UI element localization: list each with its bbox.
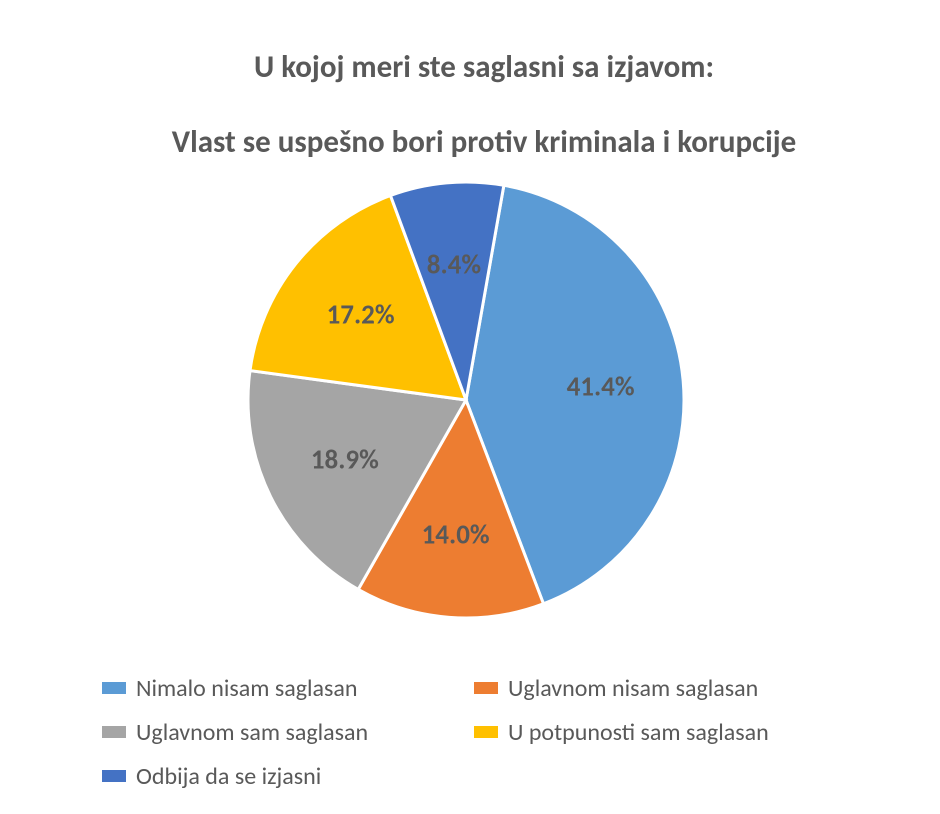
legend-label-s3: Uglavnom sam saglasan <box>136 718 368 747</box>
pie-chart-root: U kojoj meri ste saglasni sa izjavom: Vl… <box>0 0 940 814</box>
data-label-s2: 14.0% <box>422 518 490 551</box>
legend-item-s3: Uglavnom sam saglasan <box>102 710 474 754</box>
legend-label-s5: Odbija da se izjasni <box>136 762 321 791</box>
data-label-s3: 18.9% <box>311 443 379 476</box>
legend-swatch-s5 <box>102 770 126 782</box>
legend-label-s1: Nimalo nisam saglasan <box>136 674 358 703</box>
legend-swatch-s4 <box>474 726 498 738</box>
legend-item-s5: Odbija da se izjasni <box>102 754 474 798</box>
legend-item-s1: Nimalo nisam saglasan <box>102 666 474 710</box>
chart-title-line1: U kojoj meri ste saglasni sa izjavom: <box>254 48 714 86</box>
legend: Nimalo nisam saglasan Uglavnom nisam sagl… <box>102 666 862 798</box>
legend-item-s2: Uglavnom nisam saglasan <box>474 666 846 710</box>
data-label-s1: 41.4% <box>567 371 635 404</box>
legend-swatch-s3 <box>102 726 126 738</box>
legend-swatch-s1 <box>102 682 126 694</box>
legend-label-s4: U potpunosti sam saglasan <box>508 718 769 747</box>
data-label-s5: 8.4% <box>427 249 481 282</box>
legend-item-s4: U potpunosti sam saglasan <box>474 710 846 754</box>
chart-title-line2: Vlast se uspešno bori protiv kriminala i… <box>172 123 797 161</box>
chart-title: U kojoj meri ste saglasni sa izjavom: Vl… <box>0 12 940 198</box>
legend-label-s2: Uglavnom nisam saglasan <box>508 674 758 703</box>
data-label-s4: 17.2% <box>327 299 395 332</box>
legend-swatch-s2 <box>474 682 498 694</box>
